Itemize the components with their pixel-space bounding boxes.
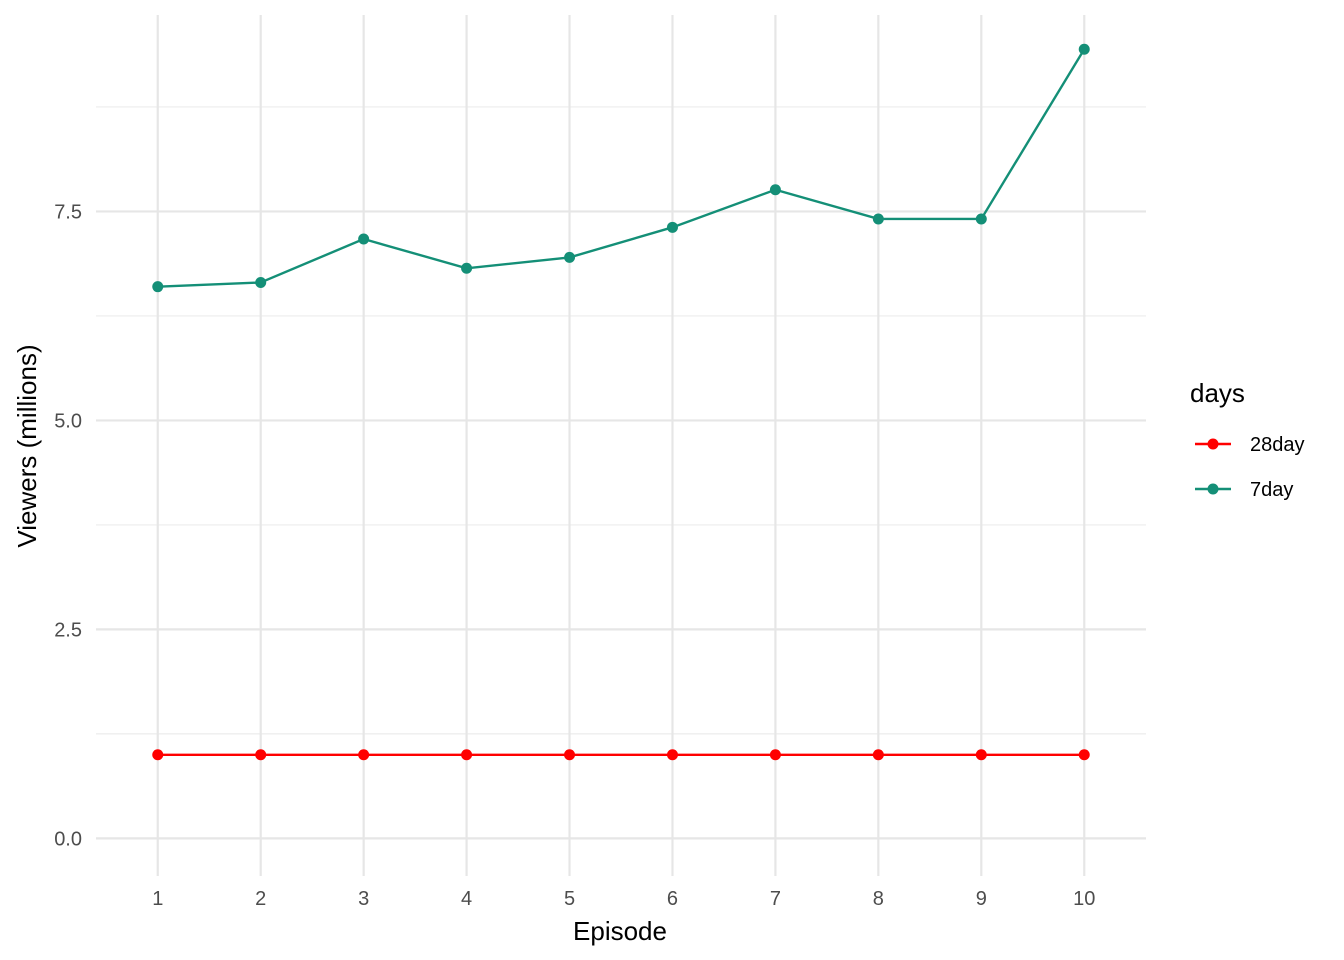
legend-item-28day: 28day (1195, 434, 1305, 456)
x-tick-label: 4 (461, 888, 472, 910)
data-point-7day (461, 262, 473, 274)
series-layer (152, 43, 1090, 761)
y-tick-label: 5.0 (54, 410, 82, 432)
legend-key-point (1207, 483, 1219, 495)
y-tick-label: 7.5 (54, 201, 82, 223)
x-tick-label: 7 (770, 888, 781, 910)
x-tick-label: 6 (667, 888, 678, 910)
x-tick-label: 3 (358, 888, 369, 910)
data-point-7day (975, 213, 987, 225)
legend-title: days (1190, 378, 1245, 408)
x-tick-label: 2 (255, 888, 266, 910)
series-line-7day (157, 48, 1086, 288)
data-point-28day (461, 749, 473, 761)
data-point-7day (358, 233, 370, 245)
data-point-7day (769, 184, 781, 196)
x-axis-title: Episode (573, 916, 667, 946)
data-point-28day (255, 749, 267, 761)
data-point-28day (152, 749, 164, 761)
data-point-28day (769, 749, 781, 761)
data-point-7day (564, 251, 576, 263)
data-point-28day (975, 749, 987, 761)
legend-label: 28day (1250, 434, 1305, 456)
data-point-28day (872, 749, 884, 761)
y-tick-label: 2.5 (54, 619, 82, 641)
axes: 0.0 2.5 5.0 7.5 1 2 3 4 5 6 7 8 9 10 (54, 201, 1095, 910)
legend-item-7day: 7day (1195, 479, 1293, 501)
y-axis-title: Viewers (millions) (12, 344, 42, 547)
x-tick-label: 8 (873, 888, 884, 910)
data-point-28day (358, 749, 370, 761)
series-7day (152, 43, 1090, 293)
legend: days 28day 7day (1190, 378, 1305, 501)
data-point-7day (1078, 43, 1090, 55)
x-tick-label: 10 (1073, 888, 1095, 910)
data-point-28day (666, 749, 678, 761)
x-tick-label: 1 (152, 888, 163, 910)
data-point-28day (1078, 749, 1090, 761)
data-point-7day (255, 276, 267, 288)
legend-items: 28day 7day (1195, 434, 1305, 501)
grid (96, 15, 1146, 876)
data-point-7day (152, 281, 164, 293)
legend-label: 7day (1250, 479, 1293, 501)
data-point-7day (872, 213, 884, 225)
legend-key-point (1207, 438, 1219, 450)
x-tick-label: 9 (976, 888, 987, 910)
data-point-7day (666, 221, 678, 233)
x-tick-label: 5 (564, 888, 575, 910)
y-tick-label: 0.0 (54, 828, 82, 850)
data-point-28day (564, 749, 576, 761)
series-28day (152, 749, 1090, 761)
